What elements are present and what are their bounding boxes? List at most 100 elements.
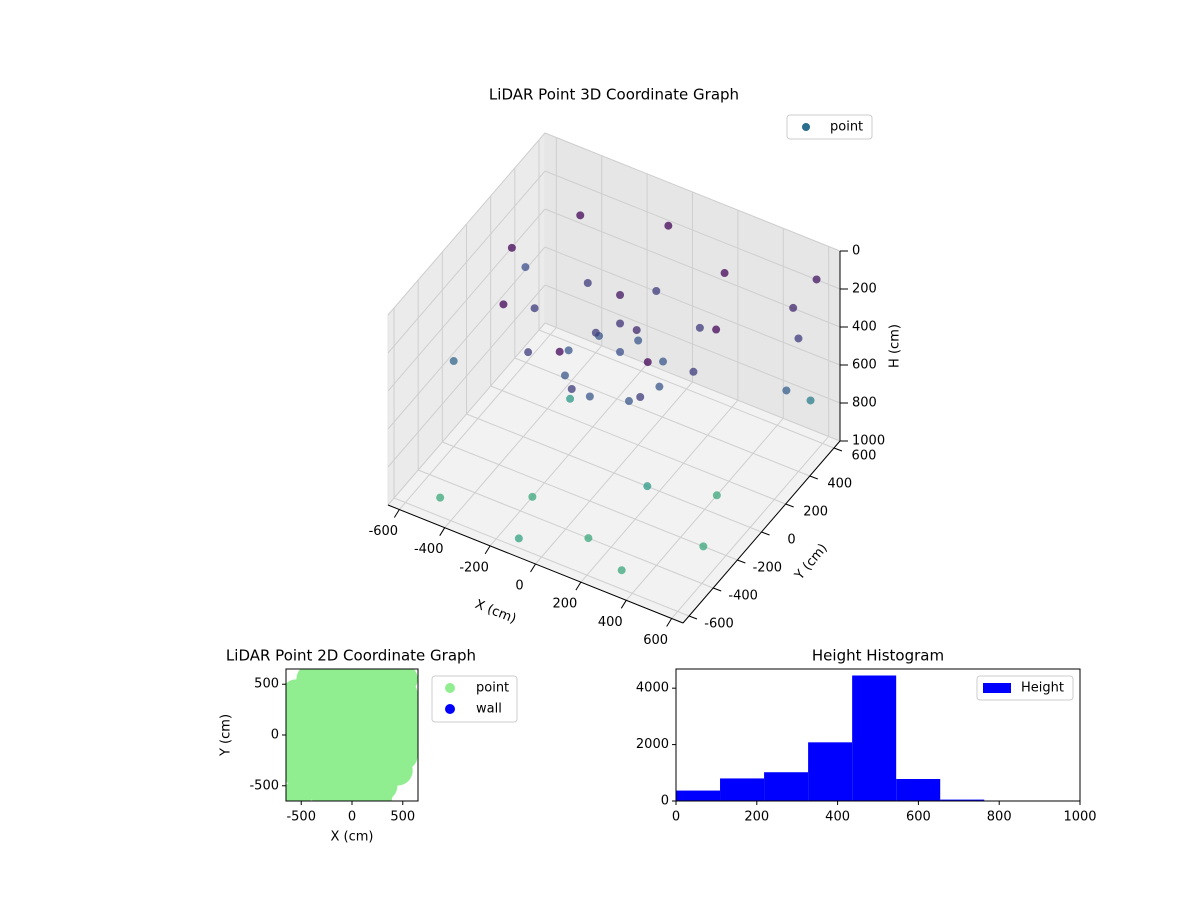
point xyxy=(449,357,458,366)
point xyxy=(530,304,539,313)
point xyxy=(436,493,445,502)
legend-label: point xyxy=(830,120,863,135)
bar xyxy=(896,779,941,801)
y-tick-label: 4000 xyxy=(636,681,669,696)
z-tick-label: 0 xyxy=(852,244,860,259)
tick-mark xyxy=(484,545,491,555)
chart-title: LiDAR Point 2D Coordinate Graph xyxy=(226,647,476,665)
z-tick-label: 800 xyxy=(852,396,877,411)
x-tick-label: 600 xyxy=(643,633,668,648)
legend-box xyxy=(976,675,1074,701)
grid-line xyxy=(490,385,786,505)
point xyxy=(591,328,600,337)
bar xyxy=(940,799,985,801)
point xyxy=(782,386,791,395)
legend-label: wall xyxy=(476,702,502,717)
point xyxy=(616,348,625,356)
y-tick-label: -200 xyxy=(753,561,783,576)
tick-mark xyxy=(688,615,698,620)
grid-line xyxy=(442,441,738,561)
point xyxy=(659,357,668,366)
point xyxy=(566,394,575,403)
tick-mark xyxy=(666,618,673,627)
grid-line xyxy=(544,132,841,252)
tick-mark xyxy=(713,587,722,592)
point xyxy=(555,347,564,356)
tick-mark xyxy=(737,559,746,564)
point xyxy=(616,319,625,328)
bar xyxy=(808,742,853,801)
point xyxy=(564,346,573,355)
legend-marker xyxy=(802,123,810,131)
x-tick-label: -500 xyxy=(286,810,316,825)
grid-line xyxy=(387,132,546,316)
z-tick-label: 200 xyxy=(852,282,877,297)
tick-mark xyxy=(785,503,794,508)
chart-title: Height Histogram xyxy=(812,647,944,665)
y-tick-label: 500 xyxy=(254,677,279,692)
legend-marker xyxy=(445,704,455,714)
y-tick-label: 0 xyxy=(787,533,795,548)
grid-line xyxy=(544,246,841,366)
x-tick-label: 0 xyxy=(672,810,680,825)
point xyxy=(583,279,592,287)
point xyxy=(362,780,393,801)
x-tick-label: -600 xyxy=(369,524,399,539)
axes-frame xyxy=(675,668,1081,802)
y-axis-line xyxy=(682,440,841,624)
grid-line xyxy=(418,469,714,589)
x-tick-label: 400 xyxy=(825,810,850,825)
y-tick-label: -400 xyxy=(728,589,758,604)
point xyxy=(689,367,698,376)
x-tick-label: -400 xyxy=(414,542,444,557)
grid-line xyxy=(393,497,690,617)
point xyxy=(524,348,533,357)
plot-area xyxy=(286,669,418,801)
point xyxy=(617,566,626,575)
y-tick-label: 200 xyxy=(803,505,828,520)
x-tick-label: 0 xyxy=(515,579,523,594)
x-tick-label: 500 xyxy=(390,810,415,825)
tick-mark xyxy=(530,563,536,573)
point xyxy=(567,385,576,393)
grid-line xyxy=(466,413,762,533)
y-tick-label: 400 xyxy=(827,477,852,492)
y-tick-label: 2000 xyxy=(636,737,669,752)
x-tick-label: -200 xyxy=(459,560,489,575)
point xyxy=(499,300,508,309)
tick-mark xyxy=(439,527,446,536)
grid-line xyxy=(544,170,841,290)
point xyxy=(643,482,652,491)
point xyxy=(664,221,673,230)
bar xyxy=(676,790,721,801)
legend-box xyxy=(431,675,518,723)
grid-line xyxy=(387,284,546,468)
point xyxy=(794,334,803,343)
x-tick-label: 400 xyxy=(598,615,623,630)
grid-line xyxy=(387,170,546,354)
y-tick-label: 0 xyxy=(271,728,279,743)
point xyxy=(632,326,641,335)
point xyxy=(560,371,569,380)
x-tick-label: 800 xyxy=(987,810,1012,825)
point xyxy=(712,491,721,500)
point xyxy=(652,287,661,295)
point xyxy=(720,269,729,278)
tick-mark xyxy=(761,531,770,536)
x-tick-label: 1000 xyxy=(1063,810,1096,825)
grid-line xyxy=(544,322,841,442)
z-tick-label: 400 xyxy=(852,320,877,335)
x-tick-label: 0 xyxy=(348,810,356,825)
x-tick-label: 600 xyxy=(906,810,931,825)
tick-mark xyxy=(393,509,400,518)
grid-line xyxy=(538,329,835,449)
point xyxy=(528,492,537,501)
y-tick-label: 600 xyxy=(852,449,877,464)
legend-label: Height xyxy=(1021,681,1064,696)
tick-mark xyxy=(833,447,843,452)
point xyxy=(514,534,523,543)
point xyxy=(634,336,643,345)
grid-line xyxy=(387,208,546,392)
legend-label: point xyxy=(476,681,509,696)
point xyxy=(507,243,516,252)
